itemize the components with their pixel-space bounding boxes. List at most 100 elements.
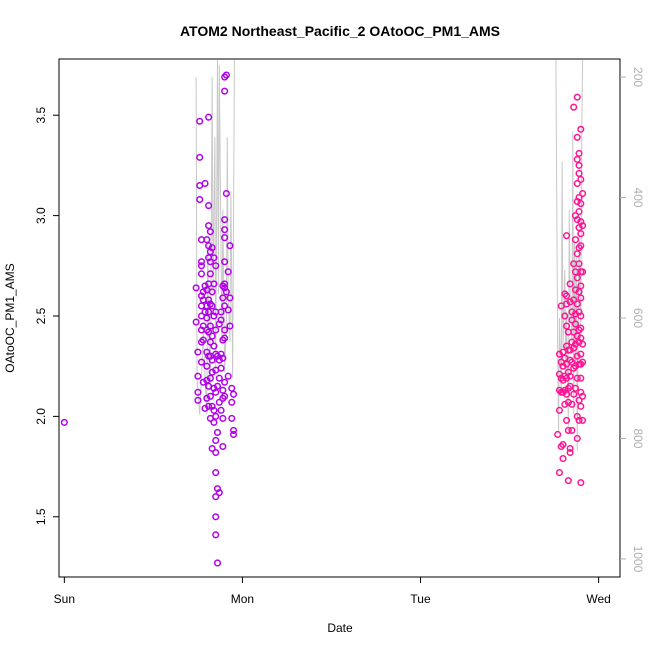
data-point xyxy=(212,531,220,539)
data-point xyxy=(212,493,220,501)
data-point xyxy=(212,412,220,420)
data-point xyxy=(570,103,578,111)
data-point xyxy=(221,258,229,266)
data-point xyxy=(226,322,234,330)
data-point xyxy=(579,340,587,348)
data-point xyxy=(215,320,223,328)
data-point xyxy=(194,388,202,396)
data-point xyxy=(577,312,585,320)
data-point xyxy=(199,336,207,344)
data-point xyxy=(573,374,581,382)
data-point xyxy=(206,392,214,400)
data-point xyxy=(210,280,218,288)
data-point xyxy=(203,348,211,356)
data-point xyxy=(203,362,211,370)
data-point xyxy=(206,338,214,346)
data-point xyxy=(577,175,585,184)
data-point xyxy=(222,71,230,79)
data-point xyxy=(221,334,229,342)
y-tick-label: 3.0 xyxy=(34,207,48,224)
data-point xyxy=(212,326,220,334)
data-point xyxy=(212,513,220,521)
y2-axis: 200 400 600 800 1000 xyxy=(620,67,645,573)
data-point xyxy=(577,294,585,302)
x-tick-label: Sun xyxy=(54,592,75,606)
data-point xyxy=(229,430,238,438)
data-point xyxy=(219,414,227,422)
data-point xyxy=(210,418,218,426)
data-point xyxy=(575,308,583,316)
data-point xyxy=(205,202,213,210)
data-point xyxy=(212,262,220,270)
y-tick-label: 1.5 xyxy=(34,508,48,525)
data-point xyxy=(571,320,580,328)
data-points-layer xyxy=(60,71,587,567)
data-point xyxy=(205,113,213,121)
data-point xyxy=(575,396,583,404)
data-point xyxy=(555,469,563,477)
data-point xyxy=(208,302,216,310)
data-point xyxy=(212,469,220,477)
data-point xyxy=(577,324,585,332)
data-point xyxy=(205,328,213,336)
data-point xyxy=(570,390,578,398)
data-point xyxy=(570,344,578,352)
data-point xyxy=(228,384,236,392)
y-tick-label: 2.5 xyxy=(34,307,48,324)
data-point xyxy=(577,218,585,226)
y-tick-label: 2.0 xyxy=(34,408,48,425)
data-point xyxy=(213,382,222,390)
data-point xyxy=(206,258,214,266)
data-point xyxy=(217,406,225,414)
data-point xyxy=(221,392,229,400)
data-point xyxy=(571,236,580,244)
data-point xyxy=(205,308,213,316)
data-point xyxy=(210,342,218,350)
data-point xyxy=(196,117,204,125)
data-point xyxy=(571,212,580,220)
data-point xyxy=(575,288,583,296)
data-point xyxy=(224,306,232,314)
data-point xyxy=(206,248,214,256)
data-point xyxy=(575,260,583,268)
data-point xyxy=(577,350,585,358)
x-axis-label: Date xyxy=(327,621,353,635)
data-point xyxy=(213,485,222,493)
data-point xyxy=(197,262,206,270)
data-point xyxy=(573,250,581,258)
y-axis: 1.5 2.0 2.5 3.0 3.5 xyxy=(34,107,59,525)
data-point xyxy=(573,133,581,141)
data-point xyxy=(226,242,234,250)
data-point xyxy=(219,354,227,362)
data-point xyxy=(228,398,236,406)
data-point xyxy=(564,426,572,434)
data-point xyxy=(577,334,585,342)
data-point xyxy=(205,402,213,410)
data-point xyxy=(573,274,581,282)
data-point xyxy=(564,477,572,485)
y2-tick-label: 800 xyxy=(631,428,645,448)
data-point xyxy=(192,318,200,326)
data-point xyxy=(563,416,571,424)
data-point xyxy=(197,358,206,366)
data-point xyxy=(561,312,569,320)
y2-tick-label: 200 xyxy=(631,67,645,87)
data-point xyxy=(217,350,225,358)
data-point xyxy=(559,440,567,449)
data-point xyxy=(579,358,587,366)
data-point xyxy=(563,322,571,330)
data-point xyxy=(199,322,207,330)
data-point xyxy=(208,332,216,340)
data-point xyxy=(575,169,583,177)
data-point xyxy=(213,559,222,567)
data-point xyxy=(575,193,583,202)
data-point xyxy=(577,479,585,487)
data-point xyxy=(197,258,206,266)
data-point xyxy=(564,368,572,376)
data-point xyxy=(579,189,587,198)
data-point xyxy=(201,308,209,316)
data-point xyxy=(575,208,583,216)
y-tick-label: 3.5 xyxy=(34,107,48,124)
data-point xyxy=(568,426,576,434)
data-point xyxy=(566,448,574,457)
